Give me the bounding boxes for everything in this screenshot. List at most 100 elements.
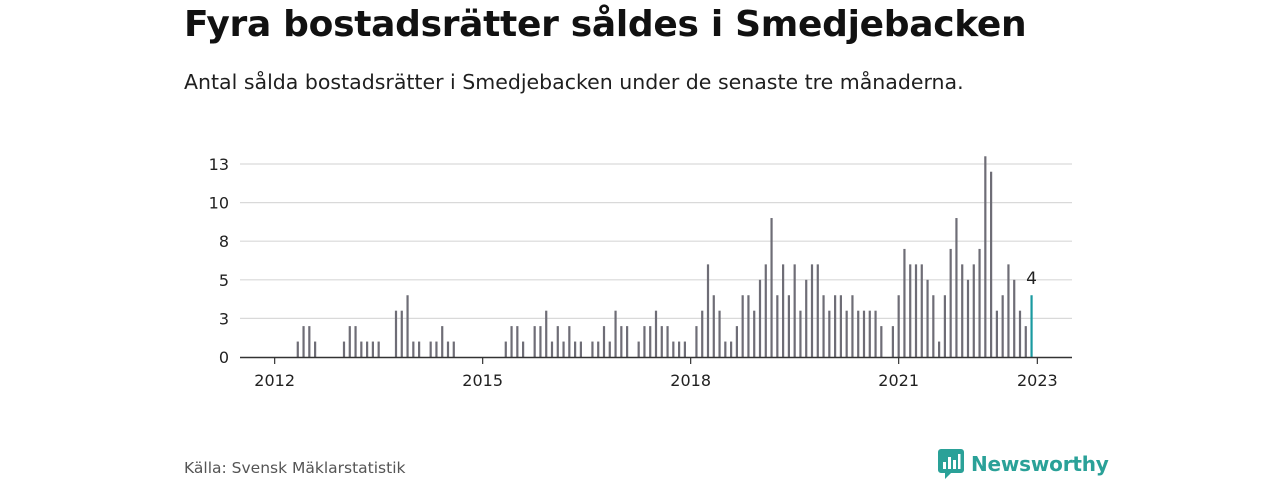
bar	[938, 341, 941, 357]
bar	[441, 326, 444, 357]
bar	[672, 341, 675, 357]
bar	[943, 295, 946, 357]
bar	[342, 341, 346, 357]
source-note: Källa: Svensk Mäklarstatistik	[184, 459, 406, 477]
bar	[562, 341, 565, 357]
newsworthy-logo-icon	[938, 449, 964, 479]
bar	[891, 326, 894, 357]
x-tick-label: 2012	[254, 371, 295, 390]
bar	[828, 310, 831, 357]
bar	[556, 326, 559, 357]
x-tick-label: 2018	[670, 371, 711, 390]
bar	[724, 341, 727, 357]
bar	[400, 310, 403, 357]
bar	[695, 326, 698, 357]
bar	[955, 218, 958, 357]
bar	[978, 248, 981, 357]
y-axis-tick-labels: 0 3 5 8 10 13	[209, 155, 229, 367]
bar	[972, 264, 975, 357]
y-tick-label: 10	[209, 194, 229, 213]
bar	[597, 341, 600, 357]
bar	[701, 310, 704, 357]
bar	[683, 341, 686, 357]
newsworthy-logo: Newsworthy	[938, 449, 1109, 479]
bar	[510, 326, 513, 357]
bar	[649, 326, 652, 357]
bar	[857, 310, 860, 357]
bar	[591, 341, 594, 357]
bar	[660, 326, 663, 357]
x-axis-ticks: 2012 2015 2018 2021 2023	[254, 357, 1058, 390]
bar	[839, 295, 842, 357]
y-tick-label: 0	[219, 348, 229, 367]
x-tick-label: 2023	[1017, 371, 1058, 390]
bar	[354, 326, 357, 357]
x-tick-label: 2015	[462, 371, 503, 390]
bar	[568, 326, 571, 357]
bar	[406, 295, 409, 357]
bar	[1024, 326, 1027, 357]
chart-subtitle: Antal sålda bostadsrätter i Smedjebacken…	[184, 70, 964, 94]
bar	[805, 279, 808, 357]
bar	[868, 310, 871, 357]
bar	[909, 264, 912, 357]
bar	[851, 295, 854, 357]
y-tick-label: 8	[219, 232, 229, 251]
bar	[654, 310, 658, 357]
bar	[602, 326, 606, 357]
bar	[747, 295, 750, 357]
bar	[614, 310, 617, 357]
bar	[897, 295, 900, 357]
bar	[758, 279, 762, 357]
bar	[845, 310, 848, 357]
bar	[1013, 279, 1016, 357]
bar	[643, 326, 646, 357]
bar	[435, 341, 438, 357]
bar	[446, 341, 450, 357]
bar	[914, 264, 918, 357]
bar	[961, 264, 964, 357]
bar	[412, 341, 415, 357]
newsworthy-logo-text: Newsworthy	[971, 452, 1109, 476]
bar	[735, 326, 738, 357]
bar	[371, 341, 374, 357]
y-tick-label: 13	[209, 155, 229, 174]
bar	[626, 326, 629, 357]
bar	[302, 326, 305, 357]
gridlines	[240, 163, 1072, 319]
bar	[539, 326, 542, 357]
bar	[516, 326, 519, 357]
bar	[816, 264, 819, 357]
bar	[1007, 264, 1010, 357]
x-tick-label: 2021	[878, 371, 919, 390]
bar	[314, 341, 317, 357]
bar	[348, 326, 351, 357]
bar	[366, 341, 369, 357]
bar	[678, 341, 681, 357]
bar	[764, 264, 767, 357]
bar	[1018, 310, 1022, 357]
bar	[637, 341, 640, 357]
bars	[296, 156, 1033, 357]
bar	[932, 295, 935, 357]
bar	[822, 295, 825, 357]
bar	[706, 264, 710, 357]
bar	[874, 310, 877, 357]
bar	[429, 341, 432, 357]
bar	[545, 310, 548, 357]
bar	[949, 248, 952, 357]
bar	[782, 264, 785, 357]
bar	[966, 279, 970, 357]
bar	[377, 341, 380, 357]
bar	[308, 326, 311, 357]
bar	[522, 341, 525, 357]
bar	[926, 279, 929, 357]
bar	[787, 295, 790, 357]
y-tick-label: 5	[219, 271, 229, 290]
bar	[452, 341, 455, 357]
bar	[504, 341, 507, 357]
bar	[666, 326, 669, 357]
bar	[608, 341, 611, 357]
bar	[903, 248, 906, 357]
bar	[920, 264, 923, 357]
